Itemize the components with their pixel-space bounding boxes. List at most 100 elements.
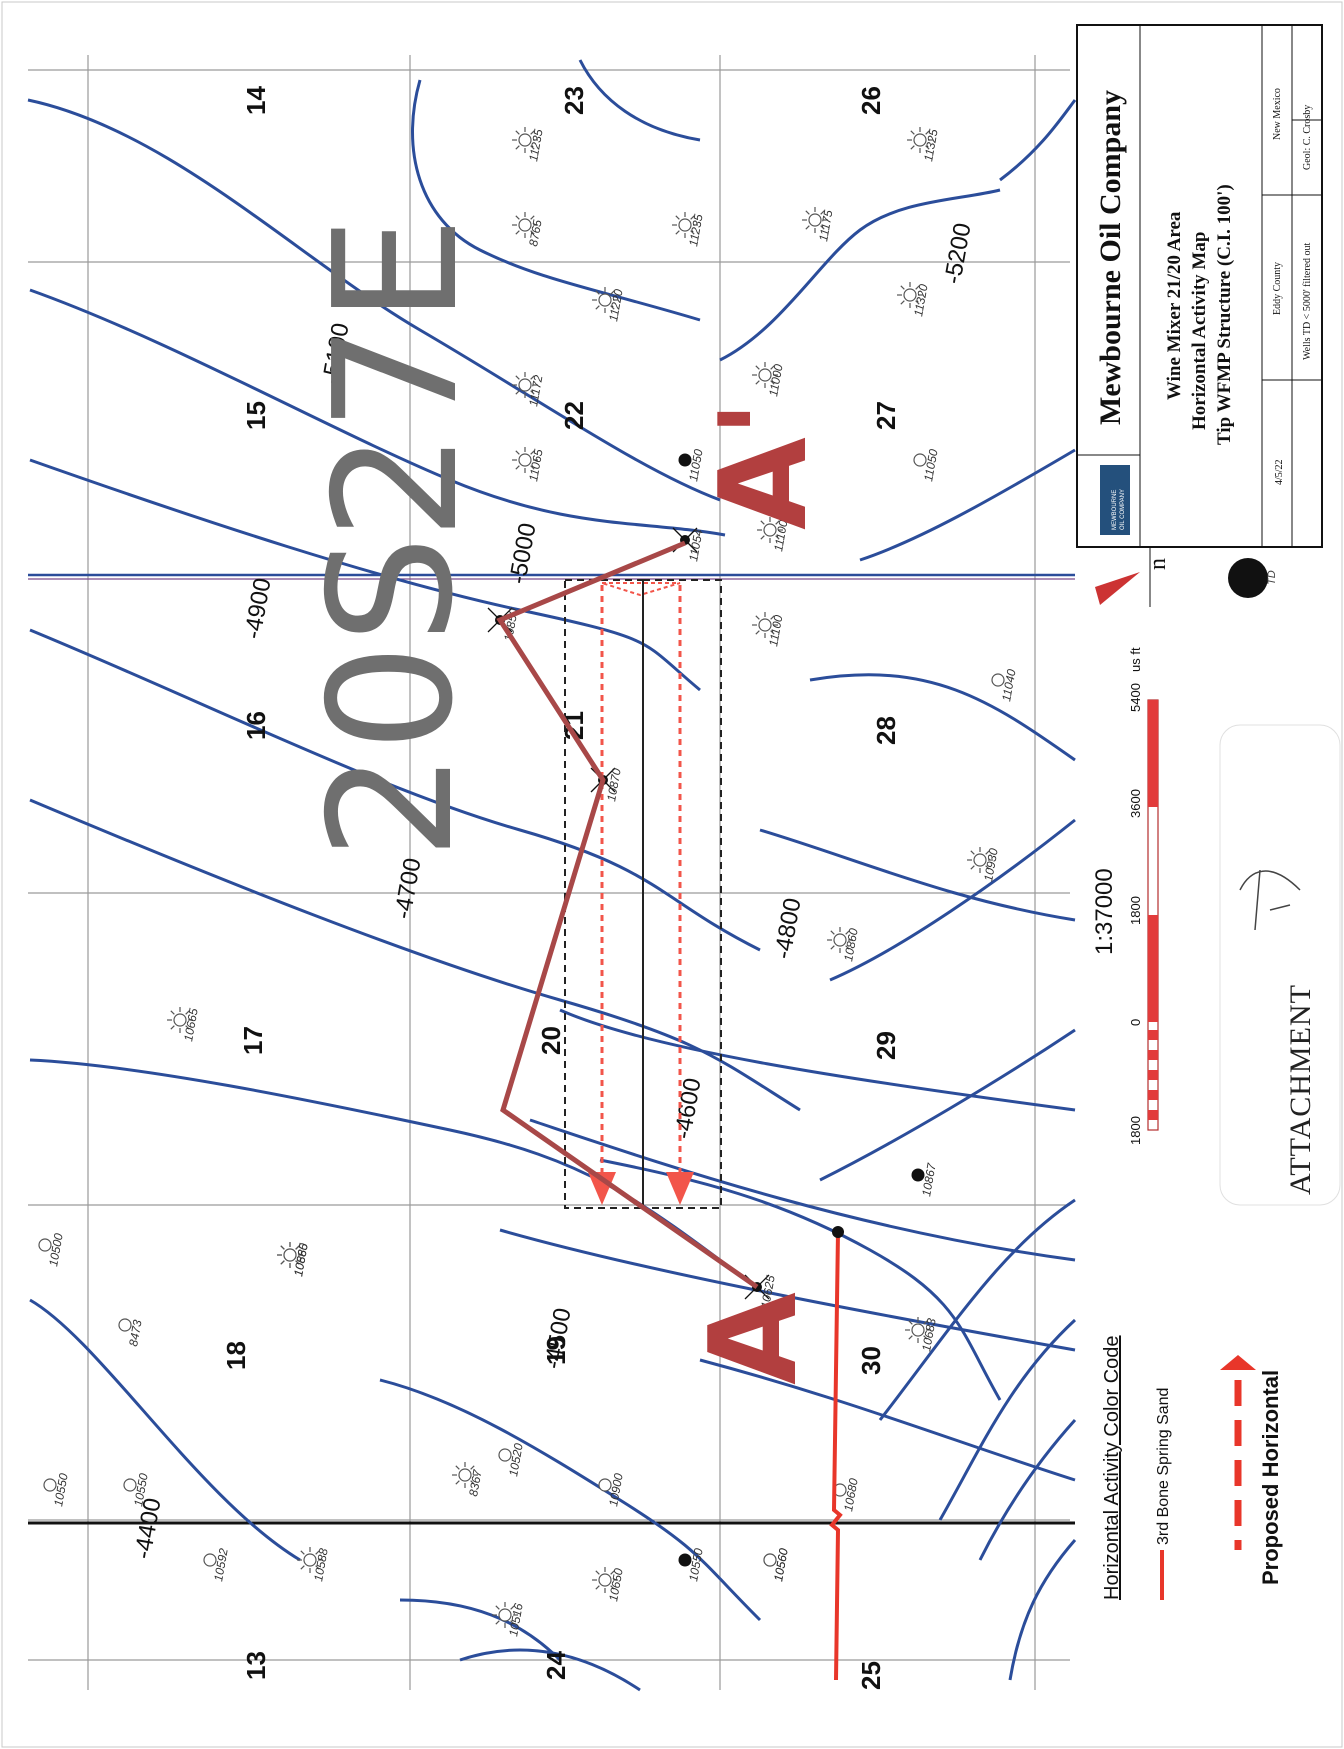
- well-td-label: 11050: [921, 448, 940, 483]
- well-td-label: 10665: [291, 1242, 311, 1278]
- gas-well-icon: [518, 218, 532, 232]
- well-marker: 11235: [512, 127, 546, 163]
- scale-tick-label: 3600: [1128, 789, 1143, 818]
- well-td-label: 10560: [771, 1547, 791, 1583]
- section-number: 30: [856, 1346, 886, 1375]
- section-number: 15: [241, 401, 271, 430]
- legend-heading: Horizontal Activity Color Code: [1101, 1335, 1123, 1600]
- gas-well-icon: [911, 1323, 925, 1337]
- location-well-icon: [498, 1448, 512, 1462]
- well-td-label: 10625: [758, 1274, 778, 1310]
- attachment-text: ATTACHMENT: [1284, 984, 1317, 1195]
- well-td-label: 11100: [766, 614, 785, 648]
- title-block-frame: [1076, 24, 1323, 548]
- cross-section-start-label: A: [685, 1292, 824, 1385]
- section-number: 18: [221, 1341, 251, 1370]
- well-td-label: 10520: [506, 1442, 526, 1478]
- well-td-label: 10592: [211, 1547, 231, 1583]
- legend: Horizontal Activity Color Code 3rd Bone …: [1101, 1335, 1283, 1600]
- well-marker: 10665: [167, 1007, 201, 1043]
- well-marker: 8473: [118, 1318, 145, 1348]
- well-marker: 10860: [827, 927, 861, 963]
- section-number: 24: [541, 1651, 571, 1680]
- title-line-2: Horizontal Activity Map: [1189, 232, 1210, 430]
- well-marker: 10900: [598, 1472, 626, 1508]
- location-well-icon: [598, 1478, 612, 1492]
- oil-well-icon: [678, 1553, 692, 1567]
- well-td-label: 11235: [526, 128, 545, 163]
- gas-well-icon: [518, 133, 532, 147]
- existing-horizontal: [829, 1226, 844, 1681]
- section-number: 29: [871, 1031, 901, 1060]
- signature-mark: [1239, 869, 1301, 931]
- well-td-label: 11100: [771, 519, 790, 553]
- well-td-label: 10516: [506, 1602, 526, 1638]
- well-marker: 10520: [498, 1442, 526, 1478]
- gas-well-icon: [913, 133, 927, 147]
- well-td-label: 8367: [466, 1467, 485, 1497]
- contour-label: -4600: [669, 1076, 706, 1141]
- well-marker: 11050: [678, 448, 706, 483]
- well-td-label: 11220: [606, 288, 625, 323]
- gas-well-icon: [678, 218, 692, 232]
- county: Eddy County: [1272, 262, 1283, 315]
- td-symbol-icon: [1228, 558, 1268, 598]
- north-arrow-icon: [1095, 572, 1140, 605]
- well-td-label: 10560: [771, 1547, 791, 1583]
- arrowhead-icon: [666, 1172, 694, 1205]
- section-number: 14: [241, 86, 271, 115]
- section-number: 26: [856, 86, 886, 115]
- project-outline-box: [642, 579, 722, 1209]
- location-well-icon: [123, 1478, 137, 1492]
- legend-arrow-icon: [1220, 1355, 1256, 1370]
- section-number: 20: [536, 1026, 566, 1055]
- scale-tick-label: 1800: [1128, 896, 1143, 925]
- arrowhead-icon: [588, 1172, 616, 1205]
- well-td-label: 11325: [921, 128, 940, 163]
- bone-spring-horizontal: [829, 1231, 843, 1681]
- gas-well-icon: [303, 1553, 317, 1567]
- well-td-label: 11175: [816, 209, 835, 243]
- legend-item-2: Proposed Horizontal: [1258, 1370, 1283, 1585]
- contour-label: -5000: [504, 521, 541, 586]
- township-label: 20S: [293, 536, 491, 860]
- well-marker: 11235: [672, 212, 706, 248]
- well-marker: 10665: [277, 1242, 311, 1278]
- well-marker: 10867: [911, 1161, 939, 1198]
- well-td-label: 8473: [126, 1318, 144, 1347]
- section-number: 17: [238, 1026, 268, 1055]
- well-td-label: 11040: [999, 668, 1018, 703]
- well-td-label: 10588: [311, 1547, 331, 1583]
- location-well-icon: [763, 1553, 777, 1567]
- company-logo: [1100, 465, 1130, 535]
- cross-section-line: [496, 540, 759, 1290]
- well-td-label: 11235: [686, 213, 705, 248]
- well-td-label: 11320: [911, 283, 930, 318]
- well-marker: 10680: [833, 1477, 861, 1513]
- well-marker: 11050: [913, 448, 941, 483]
- logo-text: OIL COMPANY: [1120, 489, 1126, 530]
- well-marker: 11325: [907, 127, 941, 163]
- scale-tick-label: 0: [1128, 1019, 1143, 1026]
- well-marker: 8765: [512, 212, 545, 248]
- gas-well-icon: [458, 1468, 472, 1482]
- scale-tick-label: 1800: [1128, 1116, 1143, 1145]
- range-label: 27E: [298, 216, 496, 540]
- contour-label: -4800: [769, 896, 806, 961]
- title-block: MEWBOURNE OIL COMPANY Mewbourne Oil Comp…: [1076, 24, 1323, 548]
- well-marker: 10683: [905, 1317, 939, 1353]
- well-td-label: 11000: [766, 363, 785, 398]
- horizontal-heel-marker: [832, 1226, 844, 1238]
- well-marker: 10650: [592, 1567, 626, 1603]
- well-marker: 11172: [512, 372, 545, 408]
- well-marker: 11065: [512, 447, 546, 483]
- section-grid: [28, 55, 1070, 1690]
- oil-well-icon: [678, 453, 692, 467]
- well-marker: 11320: [897, 282, 931, 318]
- state: New Mexico: [1272, 88, 1283, 140]
- location-well-icon: [913, 453, 927, 467]
- td-label: TD: [1266, 570, 1278, 585]
